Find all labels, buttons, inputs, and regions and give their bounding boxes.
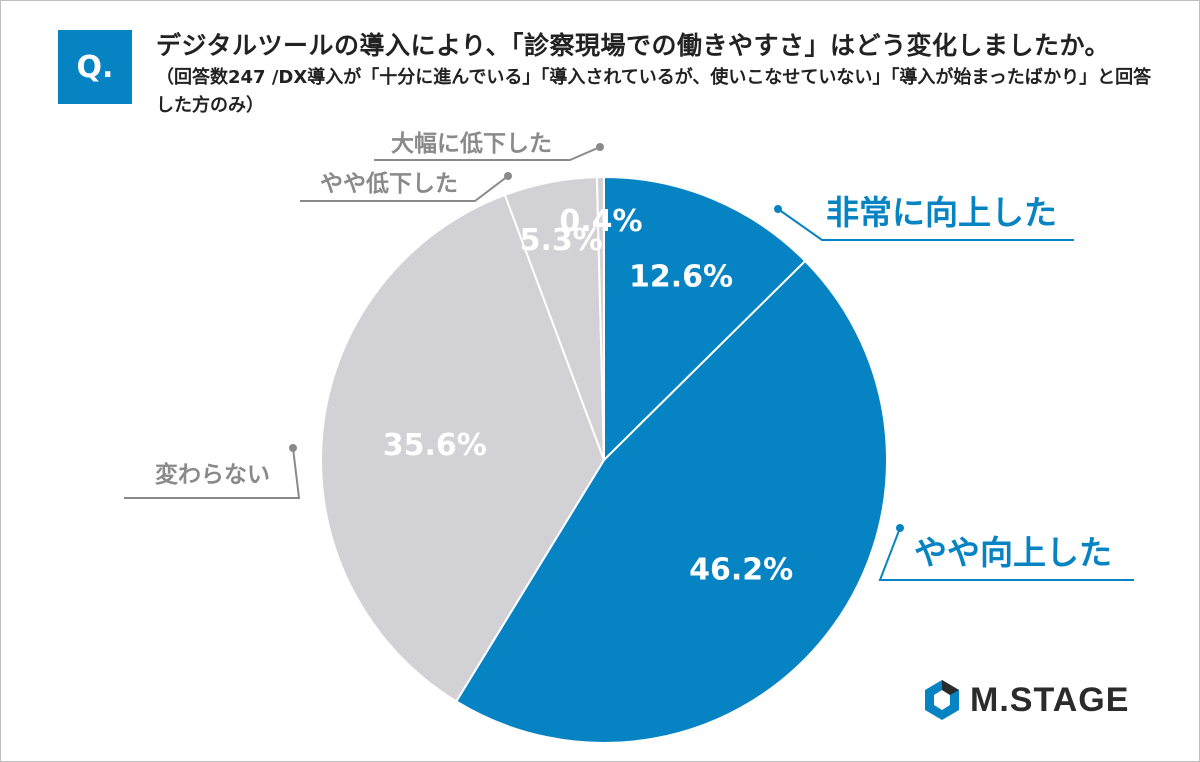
question-badge: Q. [58,30,132,104]
category-label: 大幅に低下した [391,131,552,157]
category-label: 変わらない [155,461,270,488]
category-label: やや向上した [914,533,1112,572]
slice-value-label: 46.2% [689,553,793,588]
chart-subtitle: （回答数247 /DX導入が「十分に進んでいる」「導入されているが、使いこなせて… [156,67,1152,116]
leader-line [124,447,301,499]
slice-value-label: 35.6% [383,428,487,463]
pie-slice [454,259,889,744]
slice-value-label: 12.6% [629,259,733,294]
pie-slice [319,193,606,703]
pie-slice [595,175,605,461]
leader-line [300,175,509,202]
slice-value-label: 5.3% [520,223,603,258]
logo-text: M.STAGE [970,680,1130,719]
pie-slices [319,175,889,744]
brand-logo: M.STAGE [922,678,1129,722]
category-label: 非常に向上した [826,193,1057,232]
chart-title: デジタルツールの導入により、「診察現場での働きやすさ」はどう変化しましたか。 [156,31,1111,60]
hexagon-logo-icon [925,680,959,720]
leader-lines [124,143,1134,581]
leader-line [878,527,1134,581]
slice-value-label: 0.4% [559,204,642,239]
pie-slice [603,175,807,463]
value-labels: 12.6% 46.2% 35.6% 5.3%0.4% [383,204,793,588]
leader-line [777,208,1074,241]
category-label: やや低下した [320,171,458,197]
leader-line [374,146,601,161]
